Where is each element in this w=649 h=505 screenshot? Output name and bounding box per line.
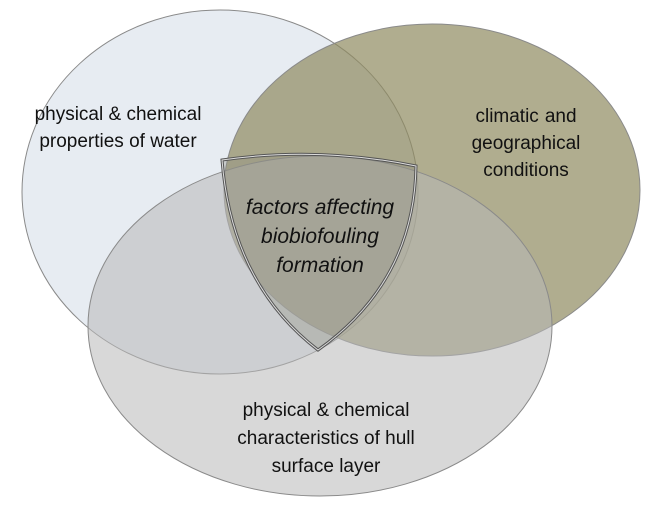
label-line: biobiofouling	[261, 225, 379, 248]
label-line: geographical	[472, 133, 581, 154]
label-line: surface layer	[272, 456, 381, 477]
set-label: physical & chemical characteristics of hu…	[237, 400, 414, 477]
label-line: climatic	[475, 106, 538, 127]
label-line: and	[545, 106, 577, 127]
center-label: factors affecting biobiofouling formation	[246, 196, 395, 277]
label-line: conditions	[483, 160, 569, 181]
set-label: climatic and geographical conditions	[472, 106, 581, 181]
label-line: physical & chemical	[35, 104, 202, 125]
label-line: formation	[276, 254, 364, 277]
label-line: properties of water	[39, 131, 197, 152]
intersection-inner-line	[221, 153, 417, 351]
label-line: factors affecting	[246, 196, 395, 219]
label-line: physical & chemical	[243, 400, 410, 421]
label-line: characteristics of hull	[237, 428, 414, 449]
set-label: physical & chemical properties of water	[35, 104, 202, 152]
